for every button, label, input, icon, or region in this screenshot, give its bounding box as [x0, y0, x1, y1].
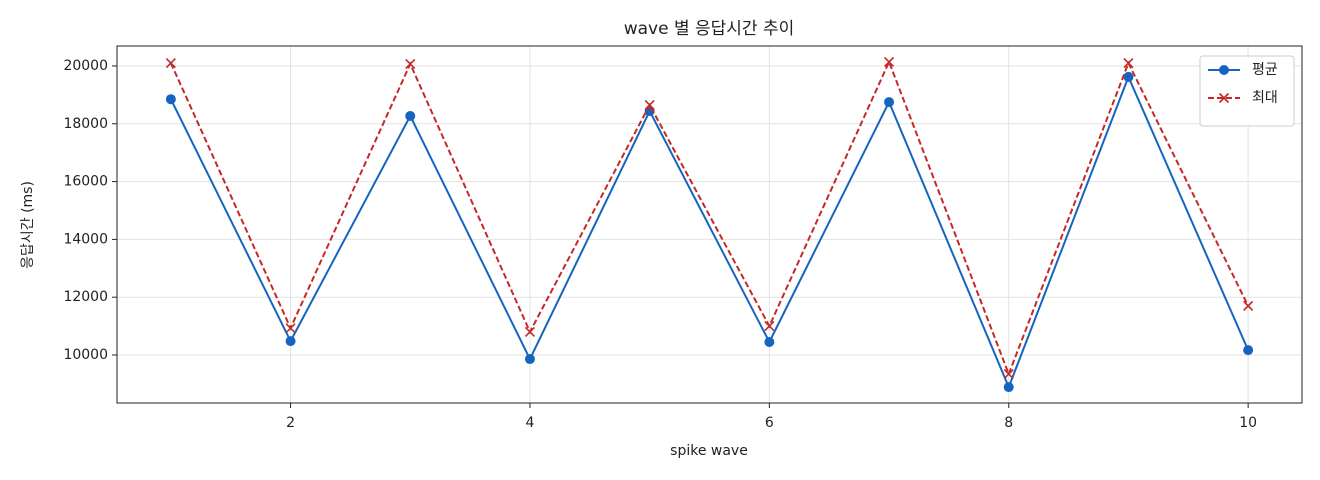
marker	[524, 326, 536, 337]
marker-stroke	[1243, 300, 1254, 311]
marker	[1243, 345, 1254, 356]
marker-stroke	[524, 326, 536, 337]
y-tick-label: 14000	[63, 231, 108, 247]
chart-title: wave 별 응답시간 추이	[624, 19, 795, 39]
x-tick-label: 4	[525, 415, 534, 431]
plot-frame	[116, 45, 1303, 404]
marker	[883, 56, 895, 67]
x-tick-label: 2	[286, 415, 295, 431]
marker	[285, 323, 296, 334]
series-line	[169, 74, 1250, 390]
y-tick-label: 20000	[63, 58, 108, 74]
marker	[764, 337, 775, 348]
series-line	[169, 59, 1250, 377]
legend-label: 최대	[1252, 90, 1278, 106]
marker-stroke	[405, 58, 416, 69]
y-tick-label: 18000	[63, 116, 108, 132]
y-tick-label: 10000	[63, 347, 108, 363]
marker-stroke	[644, 99, 655, 111]
marker	[165, 94, 176, 105]
marker-stroke	[764, 321, 775, 332]
marker	[405, 58, 416, 69]
y-axis-label: 응답시간 (ms)	[20, 181, 36, 269]
y-tick-label: 12000	[63, 289, 108, 305]
marker-stroke	[883, 56, 895, 67]
marker	[764, 321, 775, 332]
marker	[884, 97, 895, 108]
x-axis-label: spike wave	[670, 443, 748, 459]
marker	[1003, 369, 1014, 380]
marker	[524, 354, 535, 365]
marker	[285, 336, 296, 347]
x-tick-label: 8	[1004, 415, 1013, 431]
marker	[644, 99, 655, 111]
marker	[1123, 71, 1134, 82]
x-tick-label: 6	[765, 415, 774, 431]
legend-box	[1199, 55, 1295, 127]
marker	[405, 110, 416, 121]
marker-stroke	[1123, 57, 1134, 69]
marker-stroke	[285, 323, 296, 334]
legend-label: 평균	[1252, 62, 1278, 78]
marker	[1243, 300, 1254, 311]
marker	[165, 57, 176, 69]
y-tick-label: 16000	[63, 174, 108, 190]
marker-stroke	[1003, 369, 1014, 380]
marker	[1219, 65, 1229, 75]
marker-stroke	[165, 57, 176, 69]
marker-stroke	[1218, 92, 1230, 104]
marker	[1003, 382, 1014, 393]
marker	[1218, 92, 1230, 104]
x-tick-label: 10	[1239, 415, 1257, 431]
marker	[1123, 57, 1134, 69]
